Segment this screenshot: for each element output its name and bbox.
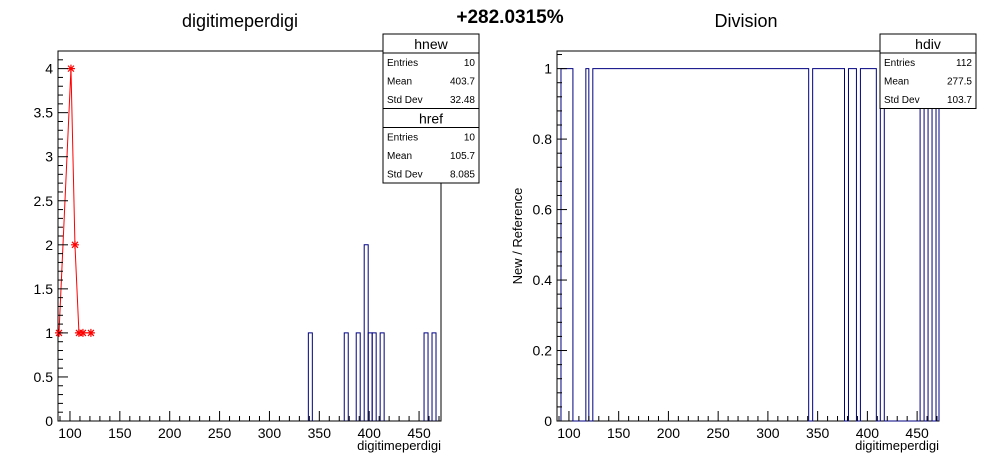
stats-row-value-hdiv-0: 112 — [956, 58, 972, 69]
y-tick-label-4: 0.8 — [533, 131, 553, 147]
y-tick-label-0: 0 — [544, 413, 552, 429]
hnew-bin-5 — [371, 332, 377, 421]
x-tick-label-300: 300 — [258, 425, 282, 441]
stats-row-value-hnew-1: 403.7 — [450, 77, 475, 88]
x-tick-label-350: 350 — [806, 425, 830, 441]
y-tick-label-3: 1.5 — [34, 281, 54, 297]
x-tick-label-100: 100 — [58, 425, 82, 441]
stats-row-value-hdiv-2: 103.7 — [947, 95, 972, 106]
href-marker-2 — [70, 240, 79, 249]
x-tick-label-400: 400 — [358, 425, 382, 441]
x-tick-label-450: 450 — [407, 425, 431, 441]
stats-row-label-hdiv-2: Std Dev — [884, 95, 920, 106]
right-y-axis: 0 0.2 0.4 0.6 0.8 1 — [533, 54, 567, 429]
stats-row-label-href-2: Std Dev — [387, 170, 423, 181]
hnew-bin-1 — [343, 332, 349, 421]
stats-row-label-hnew-1: Mean — [387, 77, 412, 88]
stats-box-frame-href — [382, 108, 480, 184]
left-y-axis: 0 0.5 1 1.5 2 2.5 3 3.5 4 — [34, 50, 68, 429]
hnew-bin-7 — [423, 332, 429, 421]
percent-change-label: +282.0315% — [456, 7, 563, 28]
y-tick-label-2: 0.4 — [533, 272, 553, 288]
right-x-axis-label: digitimeperdigi — [855, 438, 939, 453]
hnew-bin-4 — [367, 332, 373, 421]
x-tick-label-350: 350 — [308, 425, 332, 441]
stats-row-label-hdiv-1: Mean — [884, 77, 909, 88]
y-tick-label-6: 3 — [45, 149, 53, 165]
stats-row-label-hdiv-0: Entries — [884, 58, 915, 69]
right-marks — [560, 68, 940, 422]
stats-box-title-hnew: hnew — [414, 36, 448, 52]
x-tick-label-200: 200 — [158, 425, 182, 441]
stats-row-value-hnew-2: 32.48 — [450, 95, 475, 106]
x-tick-label-300: 300 — [756, 425, 780, 441]
left-marks — [54, 64, 437, 421]
stats-row-label-href-0: Entries — [387, 133, 418, 144]
stats-box-title-hdiv: hdiv — [915, 36, 941, 52]
right-panel: Division 100 150 200 250 300 350 400 450 0 0.2 0.… — [510, 11, 977, 453]
y-tick-label-3: 0.6 — [533, 202, 553, 218]
left-panel: digitimeperdigi 100 150 200 250 300 350 400 450… — [34, 11, 480, 453]
left-chart-title: digitimeperdigi — [182, 11, 298, 31]
y-tick-label-5: 2.5 — [34, 193, 54, 209]
stats-row-label-hnew-2: Std Dev — [387, 95, 423, 106]
stats-box-frame-hdiv — [879, 33, 977, 109]
hdiv-step-line — [560, 68, 940, 422]
hnew-bin-0 — [307, 332, 313, 421]
x-tick-label-250: 250 — [706, 425, 730, 441]
stats-row-label-hnew-0: Entries — [387, 58, 418, 69]
y-tick-label-4: 2 — [45, 237, 53, 253]
y-tick-label-1: 0.5 — [34, 369, 54, 385]
hnew-bin-3 — [363, 244, 369, 421]
stats-box-hnew: hnew Entries 10 Mean 403.7 Std Dev 32.48 — [382, 33, 480, 109]
y-tick-label-8: 4 — [45, 61, 53, 77]
y-tick-label-7: 3.5 — [34, 105, 54, 121]
y-tick-label-0: 0 — [45, 413, 53, 429]
href-marker-4 — [78, 328, 87, 337]
x-tick-label-100: 100 — [557, 425, 581, 441]
left-x-axis: 100 150 200 250 300 350 400 450 — [58, 411, 440, 441]
hnew-bin-2 — [355, 332, 361, 421]
y-tick-label-2: 1 — [45, 325, 53, 341]
stats-row-value-href-1: 105.7 — [450, 151, 475, 162]
href-marker-5 — [86, 328, 95, 337]
x-tick-label-150: 150 — [607, 425, 631, 441]
x-tick-label-200: 200 — [657, 425, 681, 441]
right-x-axis: 100 150 200 250 300 350 400 450 — [557, 411, 938, 441]
stats-row-value-hnew-0: 10 — [464, 58, 476, 69]
x-tick-label-150: 150 — [108, 425, 132, 441]
right-chart-title: Division — [714, 11, 777, 31]
stats-row-label-href-1: Mean — [387, 151, 412, 162]
x-tick-label-250: 250 — [208, 425, 232, 441]
y-tick-label-5: 1 — [544, 61, 552, 77]
stats-row-value-href-2: 8.085 — [450, 170, 475, 181]
x-tick-label-400: 400 — [856, 425, 880, 441]
right-y-axis-label: New / Reference — [510, 188, 525, 285]
stats-row-value-hdiv-1: 277.5 — [947, 77, 972, 88]
stats-row-value-href-0: 10 — [464, 133, 476, 144]
y-tick-label-1: 0.2 — [533, 343, 553, 359]
hnew-bin-8 — [431, 332, 437, 421]
href-marker-1 — [66, 64, 75, 73]
left-x-axis-label: digitimeperdigi — [357, 438, 441, 453]
x-tick-label-450: 450 — [905, 425, 929, 441]
hnew-bin-6 — [379, 332, 385, 421]
stats-box-title-href: href — [419, 111, 443, 127]
